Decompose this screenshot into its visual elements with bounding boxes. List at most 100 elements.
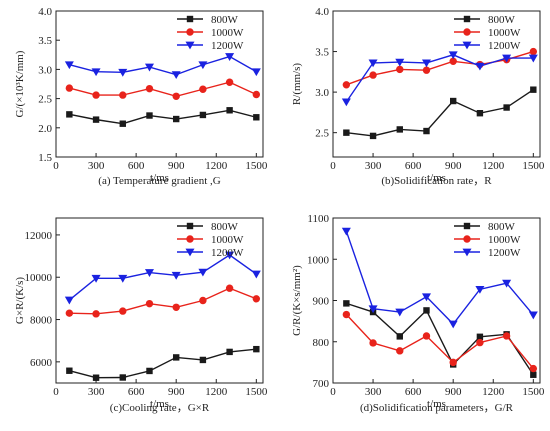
series-line [68,254,257,301]
legend-marker [463,235,471,243]
series-line [69,81,257,97]
data-point [448,320,458,329]
data-point [92,116,100,123]
y-tick-label: 1.5 [38,152,52,164]
x-tick-label: 300 [88,160,105,172]
data-point [476,338,484,347]
data-point [475,285,485,294]
data-point [396,65,404,74]
data-point [396,347,404,355]
data-point [64,61,74,70]
y-tick-label: 700 [313,378,330,390]
x-tick-label: 600 [128,160,145,172]
data-point [226,107,233,114]
data-point [65,309,74,317]
chart-panel-3: 0 300 600 900 1200 1500 700 800 900 1000 1100 t/ms G… [291,213,545,414]
y-tick-label: 2.5 [38,94,52,106]
legend-label: 1000W [488,234,521,246]
data-point [530,86,537,93]
series-1200W [64,251,261,305]
y-axis-label: G/R/(K×s/mm²) [291,265,303,336]
data-point [502,332,511,340]
y-tick-label: 3.5 [315,47,329,59]
data-point [118,68,128,77]
data-point [475,62,485,71]
y-axis-label: G/(×10³K/mm) [14,50,26,117]
data-point [422,332,431,340]
legend-marker [463,28,471,36]
chart-panel-0: 0 300 600 900 1200 1500 1.5 2.0 2.5 3.0 3.5 4.0 t/ms… [14,6,268,187]
data-point [119,374,126,381]
data-point [449,97,457,105]
data-point [172,115,180,123]
data-point [529,364,538,373]
legend-entry: 1000W [177,234,244,246]
data-point [528,54,538,63]
series-line [69,55,257,76]
series-1200W [341,227,538,329]
data-point [423,127,430,135]
data-point [341,98,351,107]
series-line [346,302,534,376]
x-tick-label: 300 [365,160,382,172]
series-line [345,230,534,326]
chart-panel-1: 0 300 600 900 1200 1500 2.5 3.0 3.5 4.0 t/ms R/(mm/… [291,6,545,187]
x-tick-label: 1200 [482,160,505,172]
x-tick-label: 1200 [482,386,505,398]
series-line [69,287,257,315]
legend-label: 1200W [488,40,521,52]
x-tick-label: 900 [168,386,185,398]
x-tick-label: 300 [88,386,105,398]
data-point [144,269,154,277]
data-point [422,66,431,74]
x-tick-label: 900 [445,386,462,398]
series-line [345,314,534,370]
data-point [65,84,74,92]
series-1000W [65,284,261,318]
plot-frame [332,10,541,158]
data-point [198,268,208,277]
y-tick-label: 3.0 [315,87,329,99]
x-tick-label: 1200 [205,386,228,398]
legend-label: 1200W [211,247,244,259]
data-point [251,68,261,77]
legend-entry: 1200W [177,40,244,52]
legend-entry: 1000W [177,27,244,39]
data-point [395,308,405,317]
panel-caption: (d)Solidification parameters，G/R [360,402,514,414]
legend-entry: 800W [454,14,516,26]
panel-caption: (a) Temperature gradient ,G [98,175,220,187]
series-800W [343,86,537,140]
x-tick-label: 600 [405,160,422,172]
legend-label: 1200W [211,40,244,52]
data-point [502,54,512,63]
legend-label: 800W [211,221,239,233]
data-point [343,129,350,136]
data-point [252,295,261,303]
legend-entry: 1200W [454,40,521,52]
data-point [226,348,233,356]
data-point [64,296,74,305]
legend-marker [186,15,194,23]
series-800W [66,107,260,127]
x-tick-label: 1500 [245,386,268,398]
y-tick-label: 900 [313,296,330,308]
data-point [146,367,153,375]
data-point [252,90,261,99]
y-tick-label: 1000 [307,254,330,266]
data-point [91,68,101,77]
data-point [92,374,100,381]
data-point [91,274,101,283]
data-point [225,251,235,260]
y-tick-label: 4.0 [38,6,52,18]
legend-label: 800W [211,14,239,26]
data-point [199,296,207,305]
x-tick-label: 600 [405,386,422,398]
data-point [341,227,351,236]
x-tick-label: 0 [330,386,336,398]
plot-frame [55,10,264,158]
y-tick-label: 1100 [307,213,329,225]
data-point [368,59,378,68]
data-point [253,345,260,353]
y-tick-label: 3.0 [38,64,52,76]
